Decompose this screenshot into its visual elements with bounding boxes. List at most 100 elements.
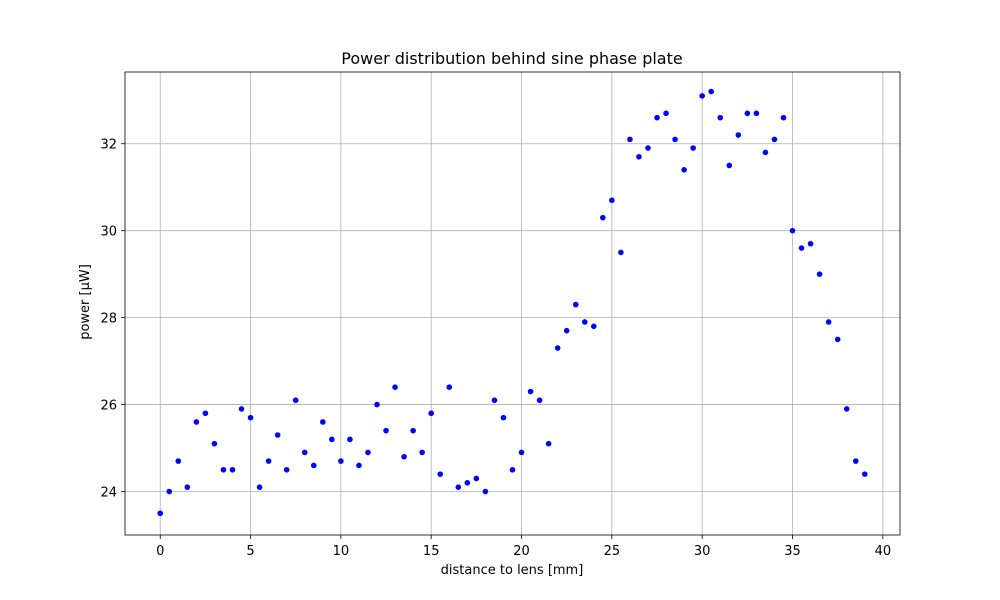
x-tick-label: 35 — [784, 544, 801, 559]
data-point — [581, 319, 588, 325]
data-point — [708, 88, 715, 95]
data-point — [247, 414, 254, 421]
data-point — [320, 419, 326, 425]
data-point — [365, 449, 371, 456]
x-axis-label: distance to lens [mm] — [441, 563, 584, 578]
x-tick-label: 25 — [604, 544, 621, 559]
data-point — [175, 458, 182, 464]
data-point — [563, 327, 570, 334]
data-point — [762, 149, 769, 156]
data-point — [410, 427, 416, 434]
data-point — [401, 453, 407, 460]
data-point — [193, 419, 200, 425]
data-point — [852, 458, 859, 464]
y-tick-label: 24 — [100, 486, 117, 501]
data-point — [229, 466, 236, 473]
data-point — [419, 449, 425, 456]
data-point — [500, 414, 507, 421]
data-point — [554, 345, 561, 351]
data-point — [283, 466, 290, 473]
data-point — [590, 323, 597, 330]
y-tick-label: 28 — [100, 312, 117, 327]
x-tick-label: 40 — [875, 544, 892, 559]
data-point — [600, 214, 606, 221]
data-point — [491, 397, 498, 404]
data-points — [157, 88, 868, 517]
data-point — [717, 114, 724, 121]
data-point — [374, 401, 380, 408]
plot-frame — [124, 71, 901, 536]
data-point — [265, 458, 272, 464]
axes-frame — [124, 71, 901, 536]
x-tick-label: 20 — [513, 544, 530, 559]
data-point — [338, 458, 344, 464]
data-point — [428, 410, 435, 417]
data-point — [329, 436, 335, 443]
y-axis-label: power [μW] — [78, 264, 93, 340]
y-tick-label: 30 — [100, 225, 117, 240]
data-point — [446, 384, 453, 390]
x-tick-label: 15 — [423, 544, 440, 559]
data-point — [347, 436, 353, 443]
data-point — [464, 480, 471, 486]
data-point — [735, 132, 742, 138]
data-point — [699, 93, 705, 99]
y-tick-label: 32 — [100, 138, 117, 153]
x-tick-label: 0 — [156, 544, 164, 559]
data-point — [527, 388, 534, 395]
x-tick-label: 10 — [333, 544, 350, 559]
chart-title: Power distribution behind sine phase pla… — [341, 49, 682, 68]
data-point — [726, 162, 733, 169]
data-point — [157, 510, 164, 517]
data-point — [455, 484, 462, 490]
data-point — [184, 484, 191, 490]
data-point — [843, 406, 850, 412]
data-point — [545, 440, 552, 447]
data-point — [627, 136, 633, 143]
data-point — [238, 406, 245, 412]
data-point — [572, 301, 579, 308]
data-point — [780, 114, 787, 121]
data-point — [518, 449, 525, 456]
grid — [125, 72, 900, 535]
data-point — [798, 245, 805, 251]
data-point — [609, 197, 615, 204]
data-point — [509, 466, 516, 473]
data-point — [618, 249, 624, 256]
data-point — [645, 145, 651, 151]
data-point — [256, 484, 263, 490]
y-tick-label: 26 — [100, 399, 117, 414]
data-point — [482, 488, 489, 495]
data-point — [672, 136, 678, 143]
data-point — [654, 114, 660, 121]
axis-ticks: 0 5 10 15 20 25 30 35 40 24 26 28 30 32 — [100, 138, 891, 559]
data-point — [473, 475, 480, 482]
data-point — [789, 227, 796, 234]
data-point — [310, 462, 317, 469]
data-point — [690, 145, 696, 151]
x-tick-label: 30 — [694, 544, 711, 559]
data-point — [383, 427, 389, 434]
data-point — [301, 449, 308, 456]
data-point — [807, 240, 814, 247]
data-point — [834, 336, 841, 343]
data-point — [744, 110, 751, 117]
data-point — [816, 271, 823, 277]
data-point — [753, 110, 760, 117]
data-point — [166, 488, 173, 495]
data-point — [536, 397, 543, 404]
data-point — [211, 440, 218, 447]
data-point — [681, 167, 687, 173]
data-point — [663, 110, 669, 117]
data-point — [202, 410, 209, 417]
data-point — [771, 136, 778, 143]
data-point — [861, 471, 868, 477]
data-point — [636, 153, 642, 160]
data-point — [825, 319, 832, 325]
data-point — [274, 432, 281, 438]
data-point — [220, 466, 227, 473]
data-point — [356, 462, 362, 469]
x-tick-label: 5 — [246, 544, 254, 559]
